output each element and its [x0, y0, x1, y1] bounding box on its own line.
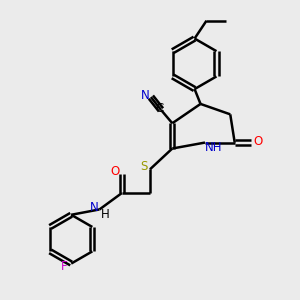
- Text: O: O: [111, 165, 120, 178]
- Text: H: H: [101, 208, 110, 221]
- Text: C: C: [155, 102, 164, 115]
- Text: F: F: [61, 260, 67, 273]
- Text: N: N: [90, 201, 99, 214]
- Text: O: O: [253, 136, 262, 148]
- Text: N: N: [141, 88, 149, 101]
- Text: S: S: [140, 160, 147, 173]
- Text: NH: NH: [205, 141, 222, 154]
